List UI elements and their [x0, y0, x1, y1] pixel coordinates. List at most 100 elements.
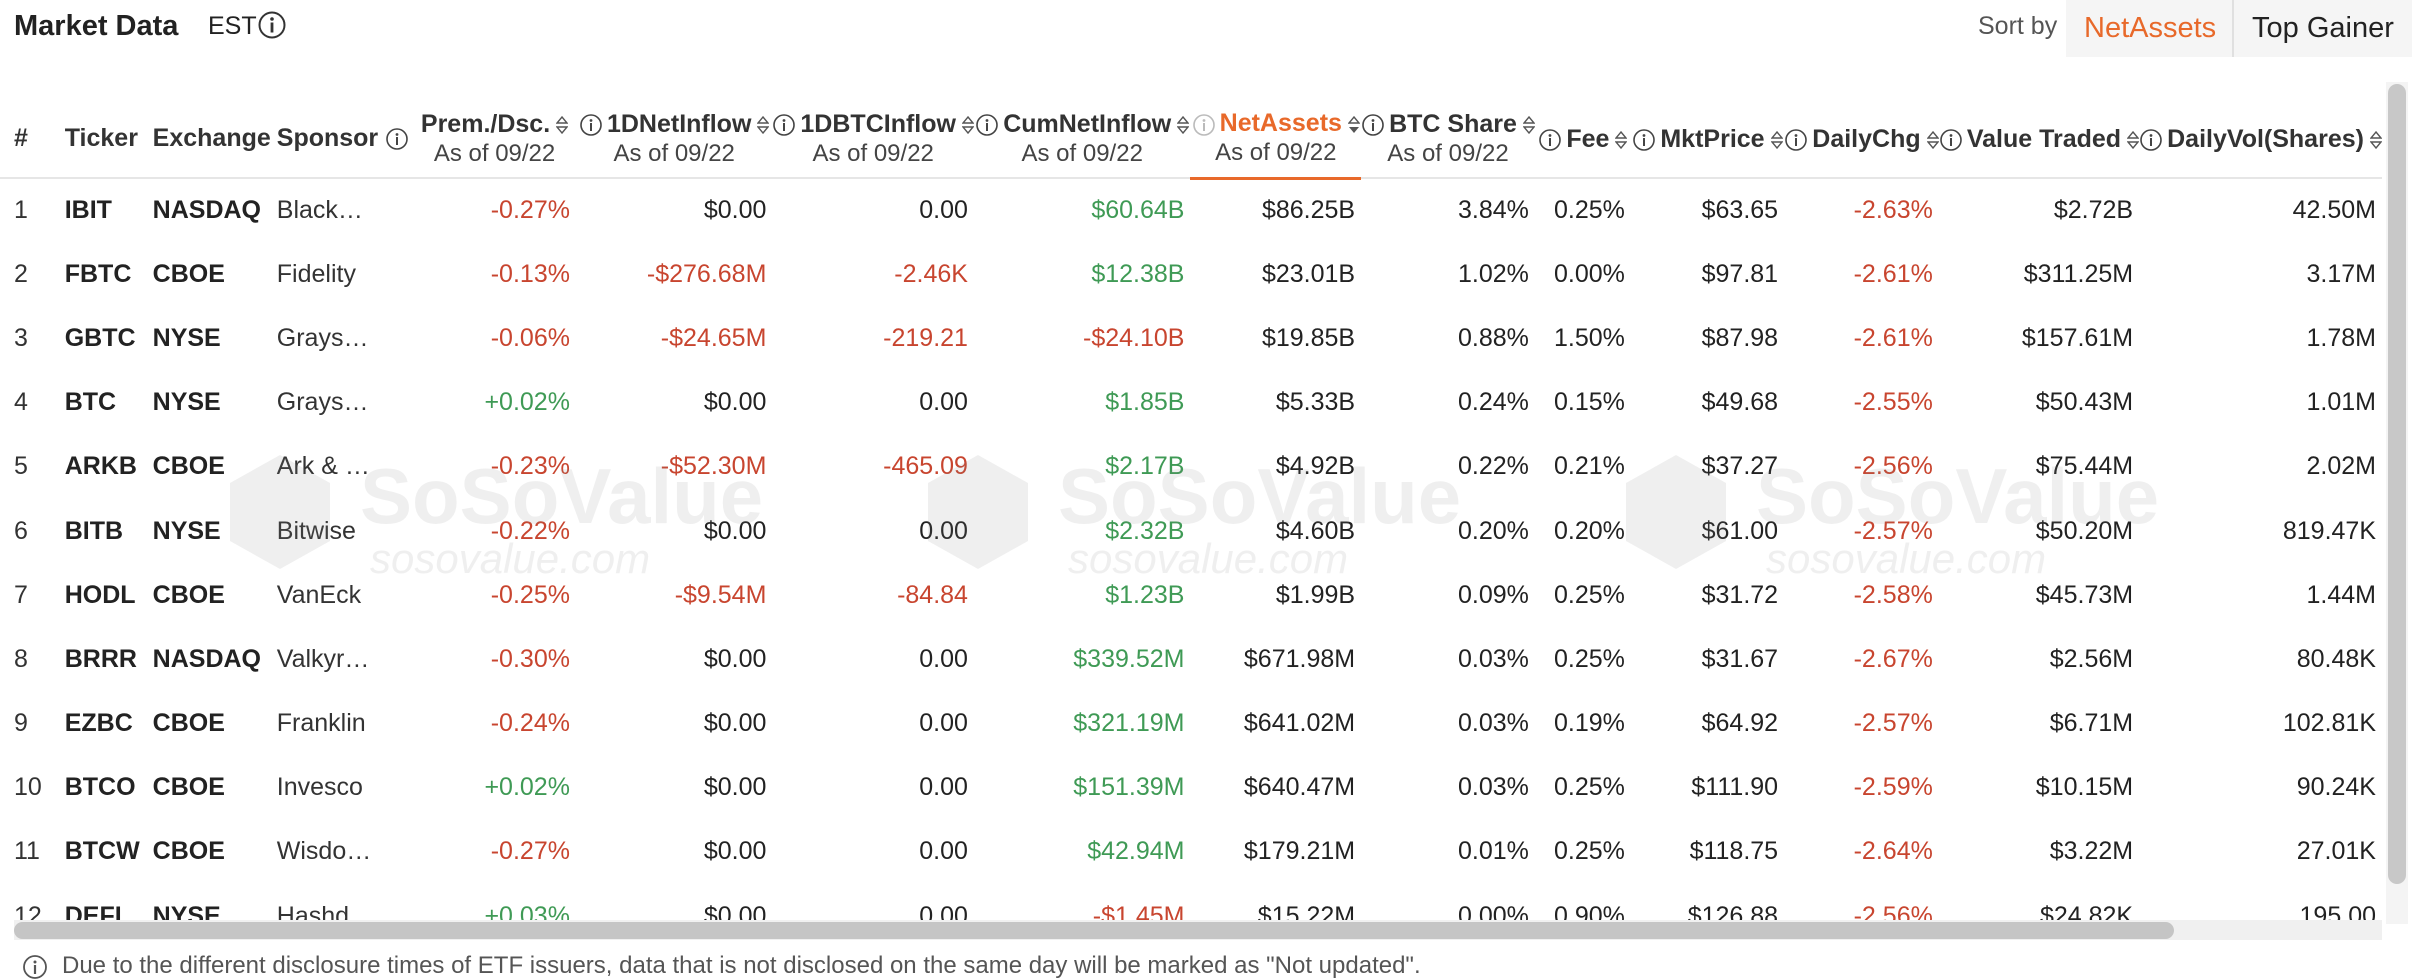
info-icon[interactable]: [2139, 128, 2163, 152]
table-row[interactable]: 3 GBTC NYSE Grays… -0.06% -$24.65M -219.21 -$24…: [0, 306, 2382, 370]
ticker-cell[interactable]: IBIT: [64, 196, 112, 225]
table-row[interactable]: 12 DEFI NYSE Hashd… +0.03% $0.00 0.00 -$1.45M $1…: [0, 884, 2382, 920]
row-index: 12: [14, 901, 42, 920]
row-index: 10: [14, 773, 42, 802]
table-row[interactable]: 5 ARKB CBOE Ark & … -0.23% -$52.30M -465.09 $2.…: [0, 435, 2382, 499]
col-header-btc-share[interactable]: BTC Share As of 09/22: [1361, 100, 1535, 179]
sort-icon[interactable]: [757, 115, 770, 134]
ticker-cell[interactable]: GBTC: [64, 323, 136, 352]
sort-icon[interactable]: [1177, 115, 1190, 134]
table-header-row: # Ticker Exchange Sponsor Prem./Dsc. As …: [0, 100, 2382, 180]
info-icon[interactable]: [772, 113, 796, 137]
daily-chg-cell: -2.59%: [1853, 773, 1933, 802]
row-index: 11: [14, 837, 40, 866]
ticker-cell[interactable]: BITB: [64, 516, 124, 545]
horizontal-scrollbar-thumb[interactable]: [14, 922, 2174, 939]
net-inflow-cell: $0.00: [703, 644, 767, 673]
info-icon[interactable]: [1784, 128, 1808, 152]
value-traded-cell: $50.20M: [2035, 516, 2134, 545]
sort-icon[interactable]: [1615, 130, 1628, 149]
sort-option-top-gainer[interactable]: Top Gainer: [2232, 0, 2412, 57]
cum-net-inflow-cell: -$1.45M: [1092, 901, 1185, 920]
sort-icon[interactable]: [556, 115, 569, 134]
sort-icon[interactable]: [1926, 130, 1939, 149]
net-assets-cell: $179.21M: [1243, 837, 1356, 866]
mkt-price-cell: $31.67: [1701, 644, 1779, 673]
col-header-1d-btc-inflow[interactable]: 1DBTCInflow As of 09/22: [772, 100, 974, 179]
vertical-scrollbar-thumb[interactable]: [2388, 84, 2406, 884]
table-row[interactable]: 4 BTC NYSE Grays… +0.02% $0.00 0.00 $1.85B $5.33…: [0, 371, 2382, 435]
info-icon[interactable]: [1538, 128, 1562, 152]
sort-icon[interactable]: [1770, 130, 1783, 149]
ticker-cell[interactable]: BTC: [64, 388, 117, 417]
prem-dsc-cell: -0.30%: [490, 644, 570, 673]
col-header-net-assets[interactable]: NetAssets As of 09/22: [1190, 100, 1362, 180]
col-header-ticker: Ticker: [50, 100, 147, 179]
table-row[interactable]: 6 BITB NYSE Bitwise -0.22% $0.00 0.00 $2.32B $4.…: [0, 499, 2382, 563]
table-row[interactable]: 2 FBTC CBOE Fidelity -0.13% -$276.68M -2.46K $1…: [0, 242, 2382, 306]
cum-net-inflow-cell: $42.94M: [1087, 837, 1185, 866]
daily-vol-cell: 42.50M: [2292, 196, 2376, 225]
value-traded-cell: $24.82K: [2039, 901, 2134, 920]
ticker-cell[interactable]: BRRR: [64, 644, 137, 673]
sort-icon[interactable]: [2369, 130, 2382, 149]
sort-icon[interactable]: [2127, 130, 2140, 149]
daily-vol-cell: 3.17M: [2306, 259, 2376, 288]
ticker-cell[interactable]: ARKB: [64, 452, 137, 481]
net-inflow-cell: -$276.68M: [646, 259, 767, 288]
info-icon[interactable]: [975, 113, 999, 137]
col-header-cum-net-inflow[interactable]: CumNetInflow As of 09/22: [973, 100, 1191, 179]
cum-net-inflow-cell: $1.85B: [1105, 388, 1185, 417]
btc-inflow-cell: 0.00: [919, 709, 968, 738]
col-header-prem-dsc[interactable]: Prem./Dsc. As of 09/22: [413, 100, 576, 179]
value-traded-cell: $10.15M: [2035, 773, 2134, 802]
col-header-1d-net-inflow[interactable]: 1DNetInflow As of 09/22: [575, 100, 773, 179]
col-header-daily-vol[interactable]: DailyVol(Shares): [2139, 100, 2382, 179]
daily-vol-cell: 102.81K: [2282, 709, 2376, 738]
btc-share-cell: 0.20%: [1458, 516, 1529, 545]
table-row[interactable]: 8 BRRR NASDAQ Valkyr… -0.30% $0.00 0.00 $339.52…: [0, 627, 2382, 691]
etf-table-container[interactable]: # Ticker Exchange Sponsor Prem./Dsc. As …: [0, 100, 2382, 920]
col-header-daily-chg[interactable]: DailyChg: [1784, 100, 1939, 179]
net-inflow-cell: $0.00: [703, 196, 767, 225]
net-assets-cell: $4.92B: [1275, 452, 1356, 481]
fee-cell: 0.25%: [1553, 196, 1625, 225]
table-row[interactable]: 9 EZBC CBOE Franklin -0.24% $0.00 0.00 $321.19M…: [0, 692, 2382, 756]
info-icon[interactable]: [1939, 128, 1963, 152]
net-inflow-cell: -$9.54M: [674, 580, 767, 609]
value-traded-cell: $2.56M: [2049, 644, 2134, 673]
ticker-cell[interactable]: HODL: [64, 580, 136, 609]
fee-cell: 0.25%: [1553, 837, 1625, 866]
table-row[interactable]: 1 IBIT NASDAQ Black… -0.27% $0.00 0.00 $60.64B $…: [0, 178, 2382, 242]
ticker-cell[interactable]: FBTC: [64, 259, 132, 288]
net-inflow-cell: -$52.30M: [660, 452, 767, 481]
sort-icon[interactable]: [1347, 115, 1360, 134]
net-inflow-cell: $0.00: [703, 773, 767, 802]
info-icon[interactable]: [1361, 113, 1385, 137]
ticker-cell[interactable]: BTCO: [64, 773, 136, 802]
col-header-fee[interactable]: Fee: [1534, 100, 1631, 179]
table-row[interactable]: 7 HODL CBOE VanEck -0.25% -$9.54M -84.84 $1.23B…: [0, 563, 2382, 627]
value-traded-cell: $6.71M: [2049, 709, 2134, 738]
ticker-cell[interactable]: EZBC: [64, 709, 133, 738]
table-row[interactable]: 11 BTCW CBOE Wisdo… -0.27% $0.00 0.00 $42.94M $1…: [0, 820, 2382, 884]
btc-share-cell: 0.03%: [1458, 709, 1529, 738]
btc-inflow-cell: 0.00: [919, 837, 968, 866]
ticker-cell[interactable]: DEFI: [64, 901, 122, 920]
sort-icon[interactable]: [1522, 115, 1535, 134]
table-row[interactable]: 10 BTCO CBOE Invesco +0.02% $0.00 0.00 $151.39M…: [0, 756, 2382, 820]
col-header-exchange: Exchange: [146, 100, 271, 179]
info-icon[interactable]: [257, 10, 287, 40]
sort-icon[interactable]: [961, 115, 974, 134]
sort-option-netassets[interactable]: NetAssets: [2066, 0, 2235, 57]
info-icon[interactable]: [1192, 113, 1216, 137]
col-header-value-traded[interactable]: Value Traded: [1938, 100, 2140, 179]
info-icon[interactable]: [1632, 128, 1656, 152]
info-icon[interactable]: [579, 113, 603, 137]
fee-cell: 0.25%: [1553, 773, 1625, 802]
info-icon[interactable]: [385, 127, 409, 151]
row-index: 1: [14, 196, 28, 225]
col-header-mkt-price[interactable]: MktPrice: [1630, 100, 1785, 179]
info-icon: [23, 954, 47, 979]
ticker-cell[interactable]: BTCW: [64, 837, 140, 866]
